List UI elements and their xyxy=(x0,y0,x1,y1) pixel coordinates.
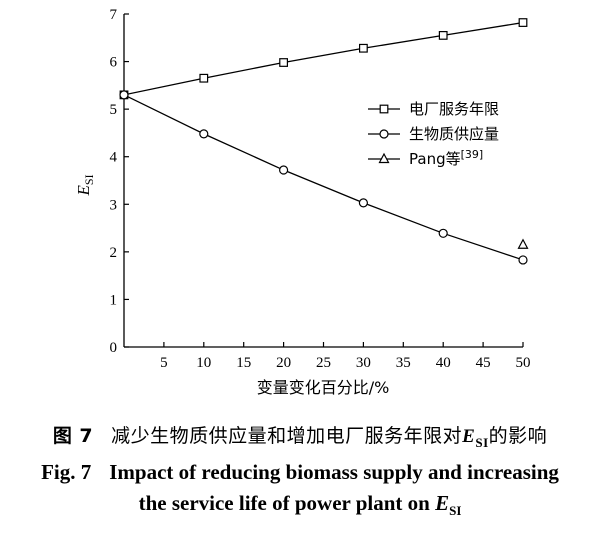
x-ticks: 5 10 15 20 25 30 35 40 45 50 xyxy=(160,342,531,371)
series-line xyxy=(123,21,524,96)
x-tick-label: 50 xyxy=(516,355,531,371)
axes xyxy=(123,14,523,348)
x-tick-label: 10 xyxy=(196,355,211,371)
data-point-square xyxy=(518,18,528,27)
series-2 xyxy=(119,90,528,265)
data-point-circle xyxy=(199,129,209,139)
data-point-square xyxy=(359,43,368,53)
data-point-circle xyxy=(438,228,448,238)
legend-marker-circle xyxy=(379,129,389,139)
legend-item-2: 生物质供应量 xyxy=(368,125,499,143)
caption-en-line-2: the service life of power plant on ESI xyxy=(0,488,600,526)
x-tick-label: 20 xyxy=(276,355,291,371)
data-point-square xyxy=(199,73,209,83)
caption-cn-text: 减少生物质供应量和增加电厂服务年限对 xyxy=(111,425,463,447)
caption-en-esi: ESI xyxy=(435,491,462,519)
y-tick-label: 5 xyxy=(110,102,118,118)
caption-cn-esi: ESI xyxy=(462,426,489,450)
y-tick-label: 0 xyxy=(110,340,118,356)
x-tick-label: 30 xyxy=(356,355,371,371)
x-axis-label: 变量变化百分比/% xyxy=(257,378,390,397)
series-1 xyxy=(119,18,528,100)
caption-en-line-1-text: Impact of reducing biomass supply and in… xyxy=(109,460,559,484)
x-tick-label: 40 xyxy=(436,355,451,371)
legend-label: 生物质供应量 xyxy=(409,125,499,143)
x-tick-label: 45 xyxy=(476,355,491,371)
series-group xyxy=(119,18,529,265)
x-tick-label: 5 xyxy=(160,355,168,371)
caption-en-line-1: Fig. 7 Impact of reducing biomass supply … xyxy=(0,457,600,488)
data-point-circle xyxy=(279,165,289,175)
legend-item-3: Pang等[39] xyxy=(368,148,483,168)
legend-item-1: 电厂服务年限 xyxy=(368,100,499,118)
legend-marker-triangle xyxy=(378,152,390,164)
caption-english: Fig. 7 Impact of reducing biomass supply … xyxy=(0,457,600,526)
y-tick-label: 4 xyxy=(110,150,118,166)
y-axis-label-main: E xyxy=(74,185,93,197)
caption-cn-figure-number: 图 7 xyxy=(52,425,94,447)
data-point-circle xyxy=(358,198,368,208)
y-tick-label: 3 xyxy=(110,197,118,213)
series-line xyxy=(123,94,524,261)
caption-en-figure-number: Fig. 7 xyxy=(41,460,92,484)
legend-label: Pang等[39] xyxy=(409,148,483,168)
y-tick-label: 1 xyxy=(110,292,118,308)
x-tick-label: 35 xyxy=(396,355,411,371)
caption-chinese: 图 7 减少生物质供应量和增加电厂服务年限对ESI的影响 xyxy=(0,421,600,451)
data-point-square xyxy=(279,58,288,67)
y-ticks: 0 1 2 3 4 5 6 7 xyxy=(110,7,129,356)
legend-marker-square xyxy=(379,104,389,114)
y-tick-label: 2 xyxy=(110,245,118,261)
data-point-circle xyxy=(119,90,129,100)
caption-en-line-2-text: the service life of power plant on xyxy=(138,491,430,515)
data-point-circle xyxy=(518,255,528,265)
y-axis-label: ESI xyxy=(74,174,96,196)
data-point-triangle xyxy=(517,238,529,249)
legend-label: 电厂服务年限 xyxy=(409,100,499,118)
y-tick-label: 6 xyxy=(110,55,118,71)
y-axis-label-sub: SI xyxy=(82,174,96,185)
x-tick-label: 15 xyxy=(236,355,251,371)
y-tick-label: 7 xyxy=(110,7,118,23)
caption-cn-text-end: 的影响 xyxy=(488,425,548,447)
data-point-square xyxy=(438,31,448,40)
series-3 xyxy=(517,238,529,249)
x-tick-label: 25 xyxy=(316,355,331,371)
